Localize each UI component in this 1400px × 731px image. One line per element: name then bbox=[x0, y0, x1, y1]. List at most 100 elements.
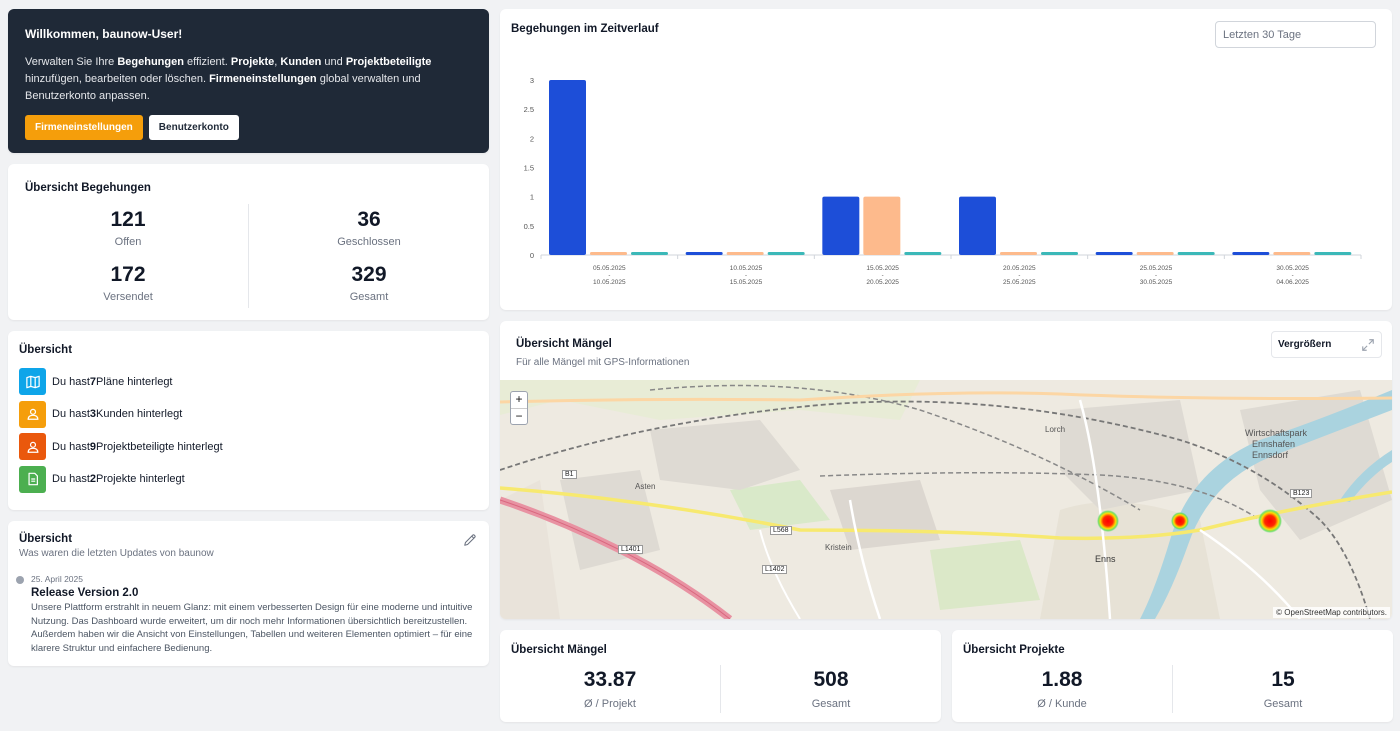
x-tick-label: 30.05.2025 bbox=[1140, 279, 1173, 286]
y-tick-label: 2 bbox=[530, 134, 534, 143]
defects-stats-card: Übersicht Mängel 33.87 Ø / Projekt 508 G… bbox=[500, 630, 941, 722]
user-icon bbox=[19, 433, 46, 460]
stat-total: 329 Gesamt bbox=[249, 263, 489, 303]
x-tick-label: 20.05.2025 bbox=[866, 279, 899, 286]
x-tick-label: 20.05.2025 bbox=[1003, 265, 1036, 272]
updates-card: Übersicht Was waren die letzten Updates … bbox=[8, 521, 489, 666]
welcome-card: Willkommen, baunow-User! Verwalten Sie I… bbox=[8, 9, 489, 153]
update-entry: 25. April 2025 Release Version 2.0 Unser… bbox=[16, 574, 478, 655]
projects-avg-label: Ø / Kunde bbox=[1037, 698, 1087, 710]
inspections-chart-card: 0 0.5 1 1.5 2 2.5 3 05.05.2025-10.05.2025 10.05.… bbox=[500, 9, 1392, 310]
welcome-title: Willkommen, baunow-User! bbox=[25, 27, 183, 41]
x-tick-label: 25.05.2025 bbox=[1140, 265, 1173, 272]
update-text: Unsere Plattform erstrahlt in neuem Glan… bbox=[31, 602, 473, 654]
x-tick-label: - bbox=[882, 273, 884, 279]
stats-divider bbox=[1172, 665, 1173, 713]
x-tick-label: 15.05.2025 bbox=[866, 265, 899, 272]
stat-total-value: 329 bbox=[351, 263, 387, 286]
projects-avg: 1.88 Ø / Kunde bbox=[952, 668, 1172, 710]
user-account-button[interactable]: Benutzerkonto bbox=[148, 115, 239, 140]
defects-avg-value: 33.87 bbox=[583, 668, 637, 691]
update-date: 25. April 2025 bbox=[31, 574, 83, 584]
defects-stats-title: Übersicht Mängel bbox=[511, 644, 607, 656]
overview-card: Übersicht Du hast 7 Pläne hinterlegt Du … bbox=[8, 331, 489, 510]
map-label: Lorch bbox=[1045, 425, 1066, 434]
y-tick-label: 3 bbox=[530, 76, 534, 85]
map-label: Ennsdorf bbox=[1252, 450, 1289, 460]
stat-open-value: 121 bbox=[110, 208, 146, 231]
overview-item-customers[interactable]: Du hast 3 Kunden hinterlegt bbox=[19, 400, 478, 428]
x-tick-label: 04.06.2025 bbox=[1276, 279, 1309, 286]
updates-subtitle: Was waren die letzten Updates von baunow bbox=[19, 548, 214, 559]
bar bbox=[685, 252, 723, 255]
overview-item-stakeholders[interactable]: Du hast 9 Projektbeteiligte hinterlegt bbox=[19, 433, 478, 460]
chart-title: Begehungen im Zeitverlauf bbox=[511, 23, 659, 35]
stats-divider bbox=[720, 665, 721, 713]
timeline-dot bbox=[16, 576, 24, 584]
x-tick-label: 10.05.2025 bbox=[593, 279, 626, 286]
defects-total-label: Gesamt bbox=[811, 698, 851, 710]
bar bbox=[863, 196, 901, 255]
stats-divider bbox=[248, 204, 249, 308]
bar bbox=[1177, 252, 1215, 255]
inspections-overview-card: Übersicht Begehungen 121 Offen 36 Geschl… bbox=[8, 164, 489, 320]
defects-map-subtitle: Für alle Mängel mit GPS-Informationen bbox=[516, 357, 690, 368]
map-label: Kristein bbox=[825, 543, 852, 552]
bar bbox=[1273, 252, 1311, 255]
defects-total-value: 508 bbox=[813, 668, 849, 691]
map-zoom-control: + − bbox=[510, 391, 528, 425]
defects-map-card: Übersicht Mängel Für alle Mängel mit GPS… bbox=[500, 321, 1392, 619]
defect-marker[interactable] bbox=[1258, 509, 1282, 533]
defects-map[interactable]: Wirtschaftspark Ennshafen Ennsdorf Enns … bbox=[500, 380, 1392, 619]
defects-map-title: Übersicht Mängel bbox=[516, 338, 612, 350]
map-tiles bbox=[500, 380, 1392, 619]
map-label: Ennshafen bbox=[1252, 439, 1296, 449]
map-label: Wirtschaftspark bbox=[1245, 428, 1308, 438]
bar bbox=[1095, 252, 1133, 255]
defect-marker[interactable] bbox=[1171, 512, 1189, 530]
stat-closed-value: 36 bbox=[357, 208, 381, 231]
projects-avg-value: 1.88 bbox=[1041, 668, 1083, 691]
document-icon bbox=[19, 465, 46, 493]
x-tick-label: 25.05.2025 bbox=[1003, 279, 1036, 286]
stat-closed-label: Geschlossen bbox=[337, 236, 401, 248]
pencil-icon[interactable] bbox=[463, 533, 477, 547]
projects-stats-title: Übersicht Projekte bbox=[963, 644, 1065, 656]
overview-item-projects[interactable]: Du hast 2 Projekte hinterlegt bbox=[19, 465, 478, 493]
bar bbox=[904, 252, 942, 255]
x-tick-label: 10.05.2025 bbox=[730, 265, 763, 272]
defects-avg-label: Ø / Projekt bbox=[584, 698, 636, 710]
time-range-select[interactable] bbox=[1215, 21, 1376, 48]
y-tick-label: 2.5 bbox=[524, 105, 534, 114]
map-label: Enns bbox=[1095, 554, 1116, 564]
user-icon bbox=[19, 400, 46, 428]
x-tick-label: - bbox=[1292, 273, 1294, 279]
projects-total: 15 Gesamt bbox=[1173, 668, 1393, 710]
bar bbox=[1136, 252, 1174, 255]
projects-total-label: Gesamt bbox=[1263, 698, 1303, 710]
map-label: L568 bbox=[770, 526, 792, 535]
y-tick-label: 1 bbox=[530, 193, 534, 202]
projects-total-value: 15 bbox=[1271, 668, 1295, 691]
bar bbox=[767, 252, 805, 255]
y-tick-label: 0 bbox=[530, 251, 534, 260]
update-title: Release Version 2.0 bbox=[31, 587, 139, 599]
x-tick-label: - bbox=[1155, 273, 1157, 279]
enlarge-map-button[interactable]: Vergrößern bbox=[1271, 331, 1382, 358]
updates-title: Übersicht bbox=[19, 533, 73, 545]
x-tick-label: - bbox=[1018, 273, 1020, 279]
map-label: B1 bbox=[562, 470, 577, 479]
x-tick-label: - bbox=[608, 273, 610, 279]
zoom-in-button[interactable]: + bbox=[515, 392, 523, 406]
projects-stats-card: Übersicht Projekte 1.88 Ø / Kunde 15 Ges… bbox=[952, 630, 1393, 722]
map-attribution[interactable]: © OpenStreetMap contributors. bbox=[1273, 607, 1390, 618]
zoom-out-button[interactable]: − bbox=[511, 408, 527, 424]
stat-closed: 36 Geschlossen bbox=[249, 208, 489, 248]
map-label: Asten bbox=[635, 482, 656, 491]
x-tick-label: 15.05.2025 bbox=[730, 279, 763, 286]
company-settings-button[interactable]: Firmeneinstellungen bbox=[25, 115, 143, 140]
defects-avg: 33.87 Ø / Projekt bbox=[500, 668, 720, 710]
overview-item-plans[interactable]: Du hast 7 Pläne hinterlegt bbox=[19, 368, 478, 395]
inspections-bar-chart: 00.511.522.5305.05.2025-10.05.202510.05.… bbox=[524, 76, 1362, 286]
defect-marker[interactable] bbox=[1097, 510, 1119, 532]
